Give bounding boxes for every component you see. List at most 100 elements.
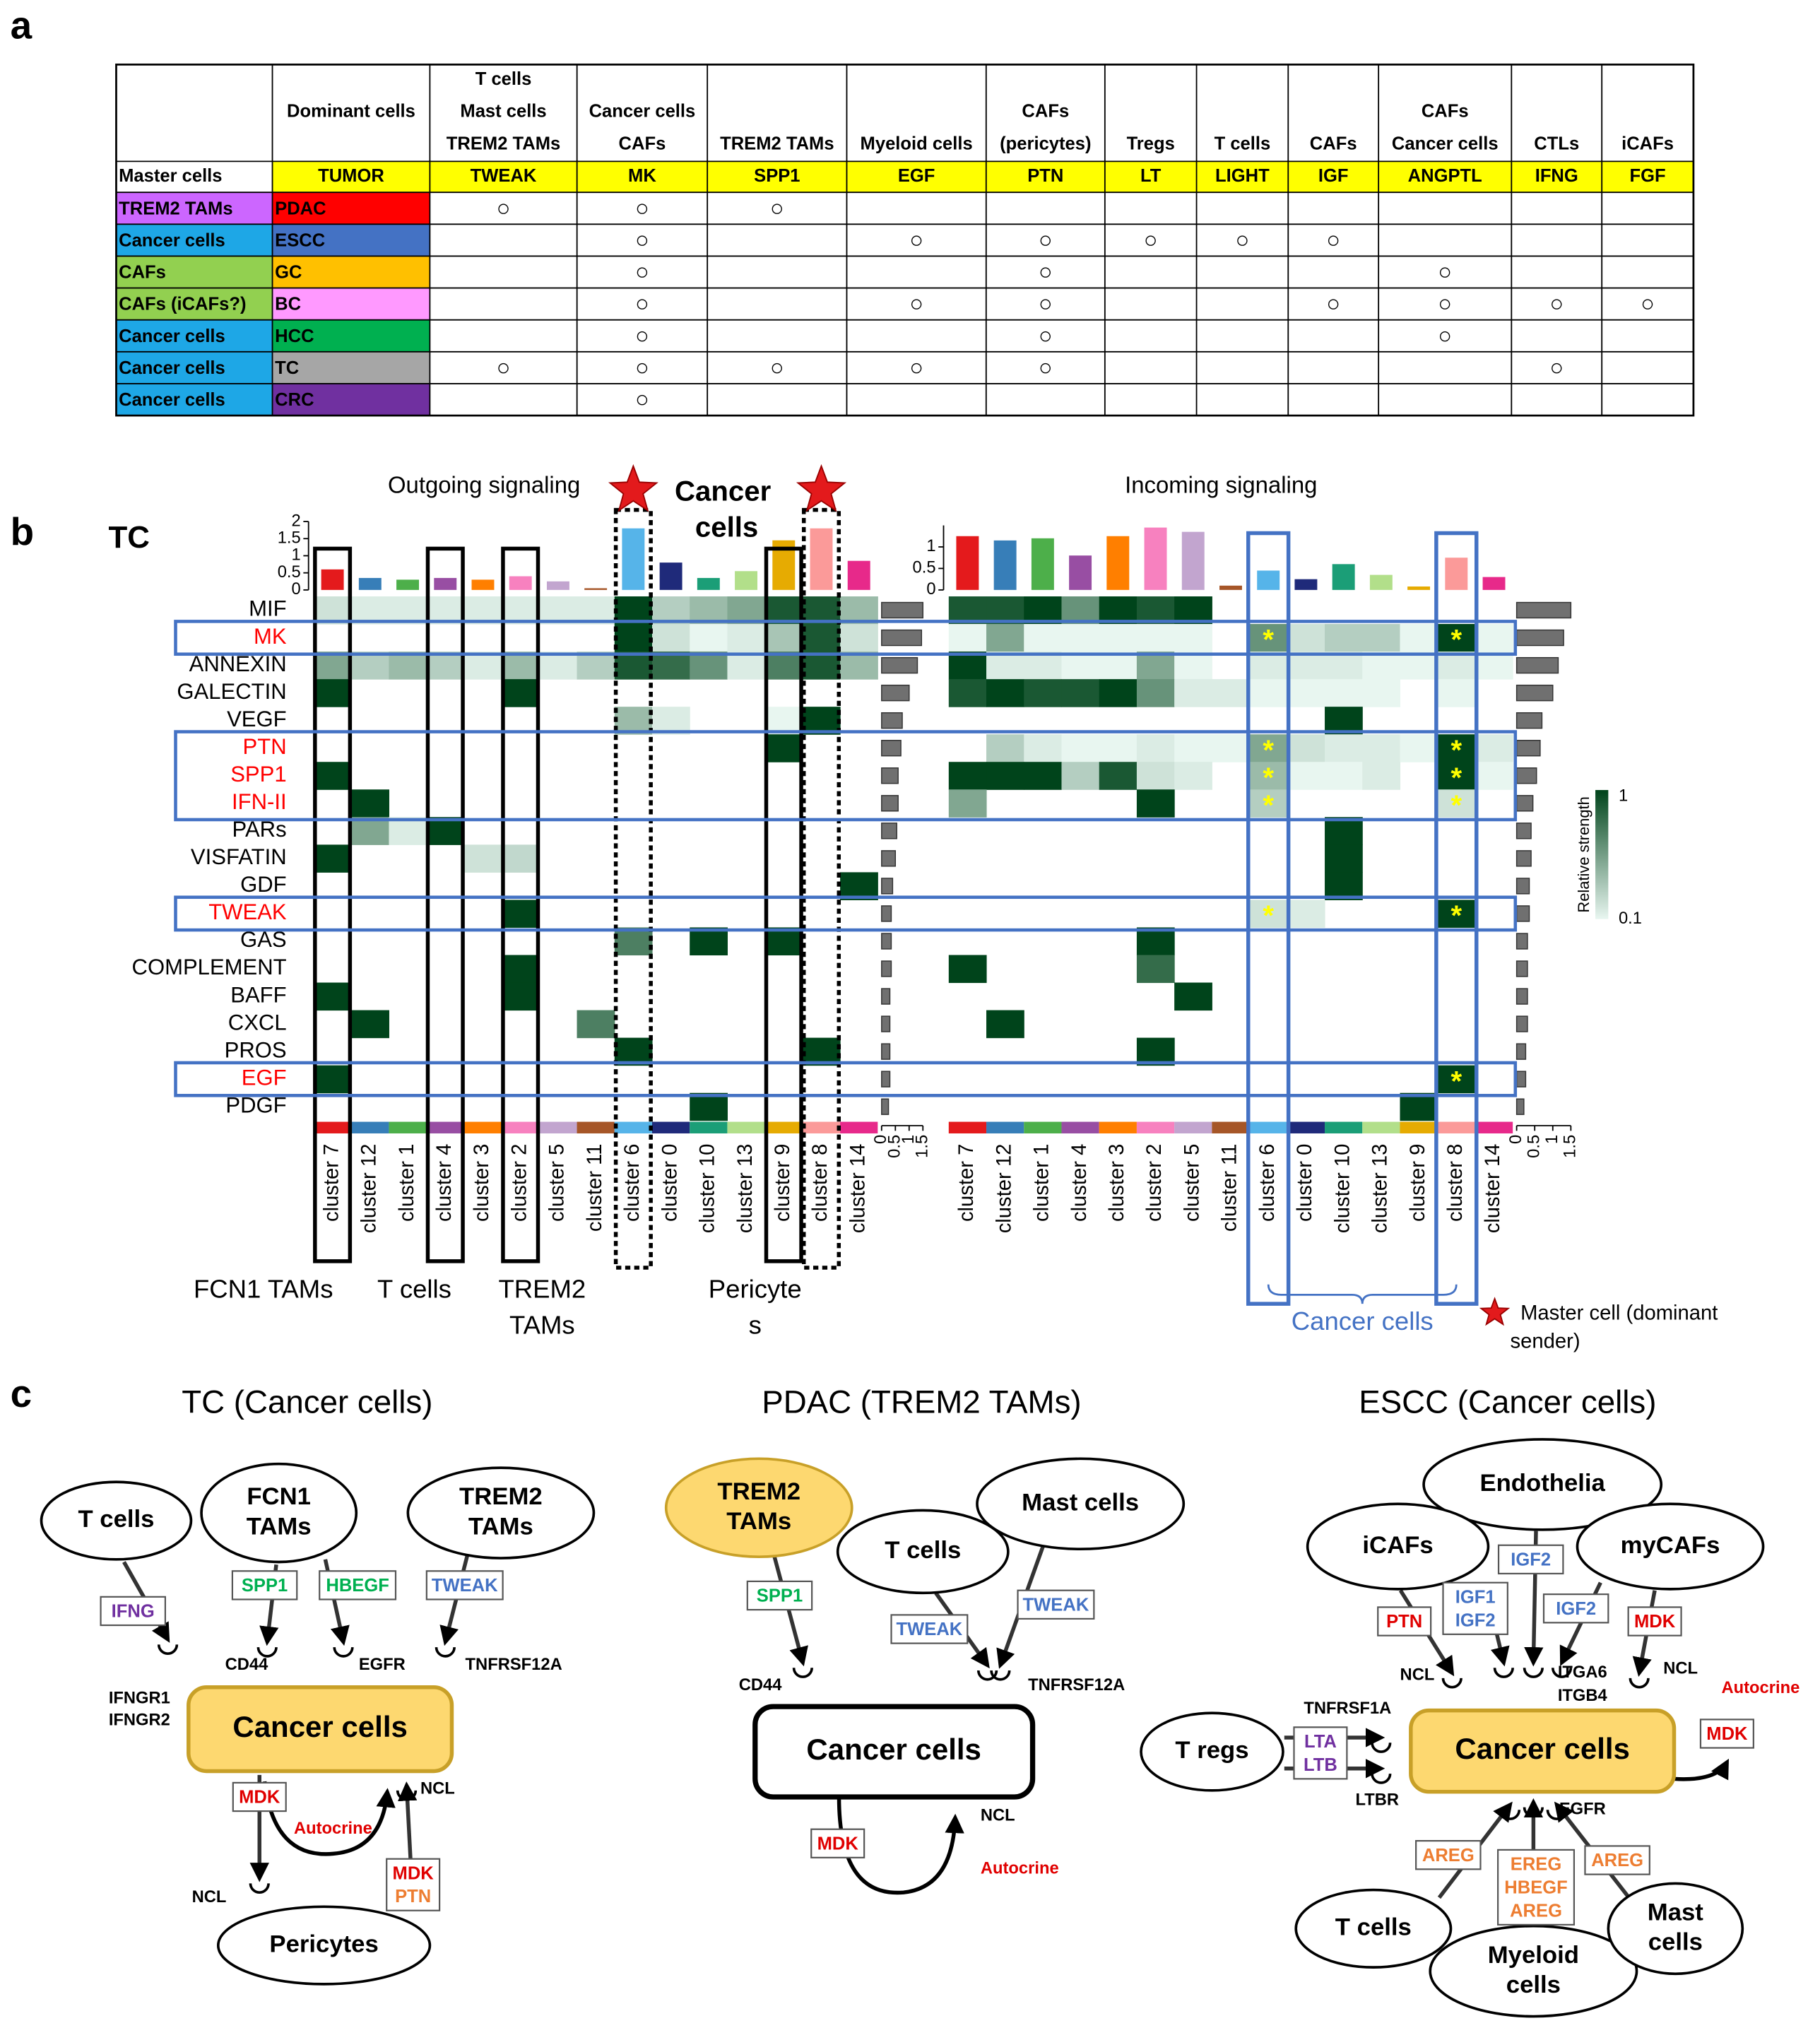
ligand: IGF2 <box>1455 1610 1496 1630</box>
pathway-total-bar <box>881 1098 890 1115</box>
tumor: TC <box>275 358 299 378</box>
heat-cell <box>463 844 502 873</box>
master-row-fill <box>707 161 847 193</box>
heat-cell <box>539 652 578 680</box>
master-cell: Cancer cells <box>119 390 225 410</box>
heat-cell <box>1174 679 1212 707</box>
cell-label: T cells <box>78 1506 154 1533</box>
cluster-label: cluster 14 <box>1482 1144 1504 1234</box>
heat-cell <box>313 844 352 873</box>
heat-cell <box>1174 652 1212 680</box>
heat-cell <box>840 624 878 652</box>
bar-tick-label: 0 <box>872 1135 890 1144</box>
cluster-total-bar <box>1144 527 1167 590</box>
heat-cell <box>764 624 803 652</box>
cluster-box <box>764 546 803 1263</box>
receptor-label: Autocrine <box>981 1860 1059 1878</box>
heat-cell <box>690 652 728 680</box>
heat-cell <box>1475 624 1513 652</box>
cluster-color <box>1099 1121 1137 1133</box>
tumor: ESCC <box>275 230 325 250</box>
cluster-total-bar <box>1181 531 1205 590</box>
heat-cell <box>986 762 1024 790</box>
heat-cell <box>1174 762 1212 790</box>
master-header: IGF <box>1318 166 1349 186</box>
legend-gradient-bar <box>1595 790 1609 919</box>
master-header: SPP1 <box>754 166 800 186</box>
master-header: MK <box>628 166 656 186</box>
cluster-total-bar <box>1369 574 1393 590</box>
cluster-label: cluster 6 <box>1256 1144 1279 1222</box>
pathway-total-bar <box>881 712 903 729</box>
cluster-total-bar <box>1106 536 1130 590</box>
cluster-total-bar <box>622 528 645 590</box>
pathway-label: TWEAK <box>208 900 287 924</box>
pathway-total-bar <box>881 933 892 950</box>
cluster-total-bar <box>1332 564 1355 590</box>
heat-cell <box>1437 652 1476 680</box>
master-cell-fill <box>116 256 273 288</box>
hit-mark: ○ <box>1549 290 1564 317</box>
heat-cell <box>840 652 878 680</box>
bar-tick-label: 1.5 <box>914 1135 932 1158</box>
cell <box>1422 1438 1663 1531</box>
heat-cell <box>727 624 766 652</box>
ligand-box <box>319 1570 397 1600</box>
tumor-fill <box>272 288 430 320</box>
pathway-total-bar <box>881 629 923 647</box>
heat-cell <box>1325 872 1363 900</box>
asterisk: * <box>1450 900 1462 931</box>
cluster-label: cluster 11 <box>584 1144 606 1232</box>
cluster-color <box>1362 1121 1400 1133</box>
pathway-box <box>174 1061 1518 1097</box>
receptor <box>435 1646 456 1658</box>
cluster-label: cluster 8 <box>1444 1144 1467 1222</box>
receptor <box>1441 1678 1462 1689</box>
hit-mark: ○ <box>1641 290 1655 317</box>
cluster-label: cluster 13 <box>734 1144 757 1234</box>
pathway-total-bar <box>881 684 910 702</box>
receptor-label: EGFR <box>1559 1800 1606 1819</box>
heat-cell <box>986 734 1024 762</box>
bar-tick-label: 1 <box>1543 1135 1561 1144</box>
cluster-color <box>1437 1121 1475 1133</box>
receptor-label: NCL <box>981 1807 1015 1825</box>
cell-label: T cells <box>885 1537 961 1564</box>
master-cell: TREM2 TAMs <box>119 199 232 218</box>
star-legend: sender) <box>1510 1331 1580 1353</box>
ligand-box <box>810 1828 865 1858</box>
cluster-label: cluster 1 <box>1031 1144 1053 1222</box>
receptor <box>256 1646 278 1658</box>
asterisk: * <box>1263 624 1274 656</box>
cell <box>836 1509 1010 1595</box>
bar-tick-label: 0.5 <box>886 1135 904 1158</box>
bar-tick-label: 1.5 <box>1561 1135 1580 1158</box>
hit-mark: ○ <box>635 194 649 220</box>
pathway-label: PROS <box>225 1037 287 1062</box>
heat-cell <box>948 955 987 984</box>
ligand: TWEAK <box>432 1576 498 1596</box>
master-row-fill <box>430 161 577 193</box>
heat-cell <box>1325 762 1363 790</box>
cluster-label: cluster 13 <box>1369 1144 1392 1234</box>
cluster-total-bar <box>584 588 608 590</box>
cluster-color <box>1174 1121 1212 1133</box>
hit-mark: ○ <box>770 194 784 220</box>
pathway-total-bar <box>1515 795 1534 812</box>
receptor <box>396 1790 418 1801</box>
pathway-label: BAFF <box>230 982 286 1007</box>
master-row-fill <box>1378 161 1512 193</box>
heat-cell <box>802 1037 841 1066</box>
pathway-label: PTN <box>243 734 287 759</box>
cell <box>200 1462 358 1564</box>
receptor <box>249 1883 270 1894</box>
cell-label: cells <box>1506 1971 1561 1998</box>
receptor-label: ITGA6 <box>1558 1663 1607 1682</box>
asterisk: * <box>1450 762 1462 794</box>
receptor-label: Autocrine <box>1722 1679 1800 1697</box>
ligand: IGF2 <box>1556 1599 1596 1619</box>
cluster-label: cluster 12 <box>993 1144 1015 1234</box>
cluster-color <box>727 1121 765 1133</box>
ligand-box <box>1584 1845 1650 1875</box>
dominant-header: Dominant cells <box>287 102 415 122</box>
